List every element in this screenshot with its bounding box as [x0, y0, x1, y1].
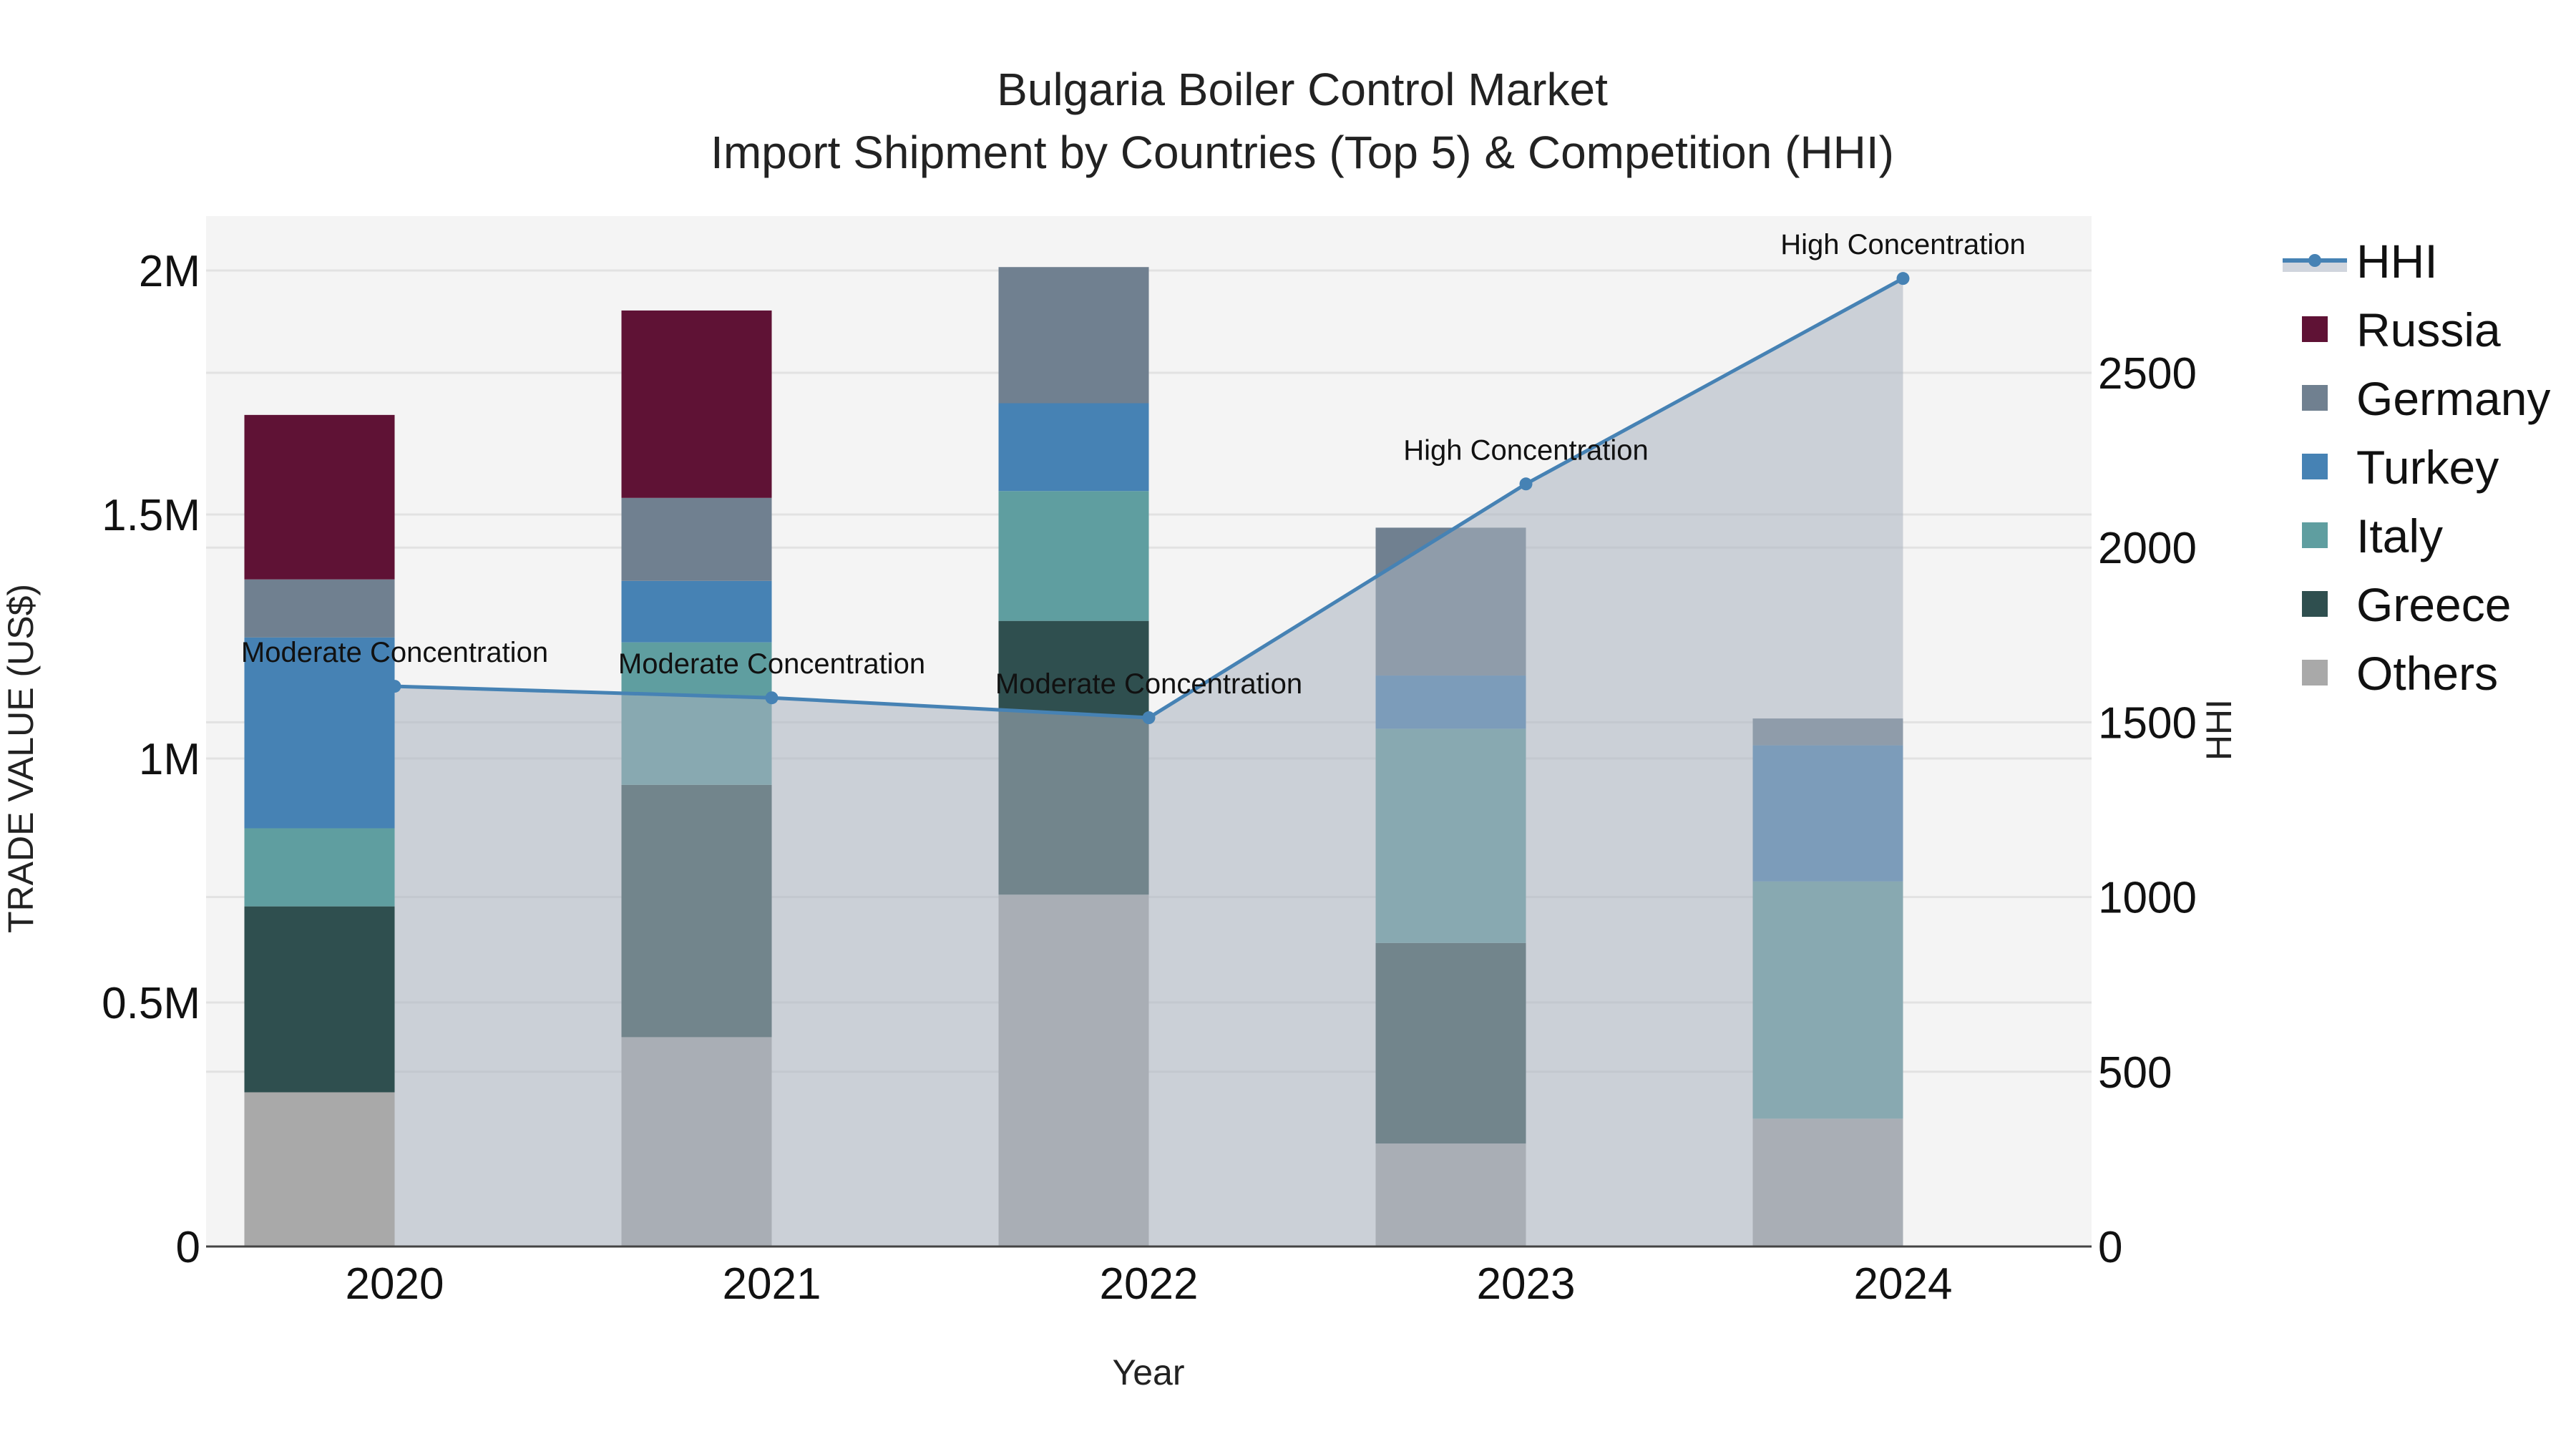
legend-label: Turkey	[2356, 441, 2499, 494]
hhi-point-2024[interactable]	[1896, 272, 1910, 286]
hhi-point-2023[interactable]	[1519, 477, 1533, 491]
legend-item-greece[interactable]: Greece	[2302, 578, 2511, 631]
y2-tick-label: 1500	[2098, 698, 2197, 748]
bar-segment-russia-2020[interactable]	[244, 414, 395, 580]
bar-segment-russia-2021[interactable]	[621, 310, 772, 498]
y2-axis-label: HHI	[2199, 699, 2239, 761]
x-axis-label: Year	[1112, 1352, 1184, 1392]
hhi-annotation: High Concentration	[1403, 434, 1648, 466]
hhi-annotation: High Concentration	[1780, 229, 2025, 260]
y-tick-label: 2M	[139, 247, 200, 296]
hhi-legend-marker-icon	[2308, 254, 2321, 267]
hhi-area	[394, 278, 1903, 1247]
bar-segment-germany-2021[interactable]	[621, 497, 772, 581]
y2-axis-ticks: 0 500 1000 1500 2000 2500	[2098, 349, 2197, 1272]
legend-label: Russia	[2356, 303, 2501, 356]
bar-segment-germany-2022[interactable]	[998, 267, 1149, 404]
x-tick-label: 2023	[1477, 1259, 1576, 1309]
bar-segment-greece-2020[interactable]	[244, 906, 395, 1093]
legend-item-others[interactable]: Others	[2302, 647, 2498, 700]
bar-segment-italy-2022[interactable]	[998, 491, 1149, 621]
legend-item-russia[interactable]: Russia	[2302, 303, 2501, 356]
y2-tick-label: 0	[2098, 1223, 2122, 1272]
legend-item-italy[interactable]: Italy	[2302, 509, 2443, 562]
x-tick-label: 2024	[1854, 1259, 1953, 1309]
y2-tick-label: 2000	[2098, 524, 2197, 573]
hhi-point-2020[interactable]	[388, 680, 401, 693]
y-tick-label: 1M	[139, 735, 200, 784]
legend: HHI Russia Germany Turkey Italy Greece Others	[2283, 235, 2550, 700]
x-tick-label: 2020	[346, 1259, 444, 1309]
legend-swatch-icon	[2302, 316, 2328, 342]
hhi-annotation: Moderate Concentration	[995, 668, 1302, 700]
legend-item-hhi[interactable]: HHI	[2283, 235, 2438, 288]
hhi-point-2022[interactable]	[1142, 711, 1156, 725]
legend-label: HHI	[2356, 235, 2438, 288]
legend-swatch-icon	[2302, 522, 2328, 548]
x-tick-label: 2021	[723, 1259, 821, 1309]
legend-swatch-icon	[2302, 454, 2328, 479]
hhi-area-line: Moderate Concentration Moderate Concentra…	[241, 229, 2026, 1247]
bar-segment-turkey-2022[interactable]	[998, 403, 1149, 492]
legend-label: Germany	[2356, 372, 2550, 425]
chart-title-line2: Import Shipment by Countries (Top 5) & C…	[711, 127, 1894, 178]
y-tick-label: 1.5M	[102, 491, 200, 540]
legend-item-germany[interactable]: Germany	[2302, 372, 2550, 425]
legend-label: Greece	[2356, 578, 2511, 631]
legend-label: Others	[2356, 647, 2498, 700]
y-tick-label: 0	[176, 1223, 200, 1272]
legend-item-turkey[interactable]: Turkey	[2302, 441, 2499, 494]
legend-swatch-icon	[2302, 591, 2328, 617]
legend-label: Italy	[2356, 509, 2443, 562]
y2-tick-label: 500	[2098, 1048, 2172, 1098]
legend-swatch-icon	[2302, 660, 2328, 686]
hhi-point-2021[interactable]	[765, 691, 779, 705]
hhi-annotation: Moderate Concentration	[241, 637, 548, 668]
chart-title-line1: Bulgaria Boiler Control Market	[997, 64, 1608, 115]
y-axis-ticks: 0 0.5M 1M 1.5M 2M	[102, 247, 200, 1272]
y-tick-label: 0.5M	[102, 979, 200, 1028]
y2-tick-label: 2500	[2098, 349, 2197, 399]
y-axis-label: TRADE VALUE (US$)	[1, 584, 41, 933]
bar-segment-turkey-2021[interactable]	[621, 580, 772, 643]
x-axis-ticks: 2020 2021 2022 2023 2024	[346, 1259, 1953, 1309]
legend-swatch-icon	[2302, 385, 2328, 411]
hhi-annotation: Moderate Concentration	[618, 648, 925, 680]
y2-tick-label: 1000	[2098, 874, 2197, 923]
bar-segment-turkey-2020[interactable]	[244, 637, 395, 829]
bar-segment-germany-2020[interactable]	[244, 579, 395, 638]
bar-segment-others-2020[interactable]	[244, 1092, 395, 1246]
x-tick-label: 2022	[1100, 1259, 1199, 1309]
bar-segment-italy-2020[interactable]	[244, 828, 395, 907]
